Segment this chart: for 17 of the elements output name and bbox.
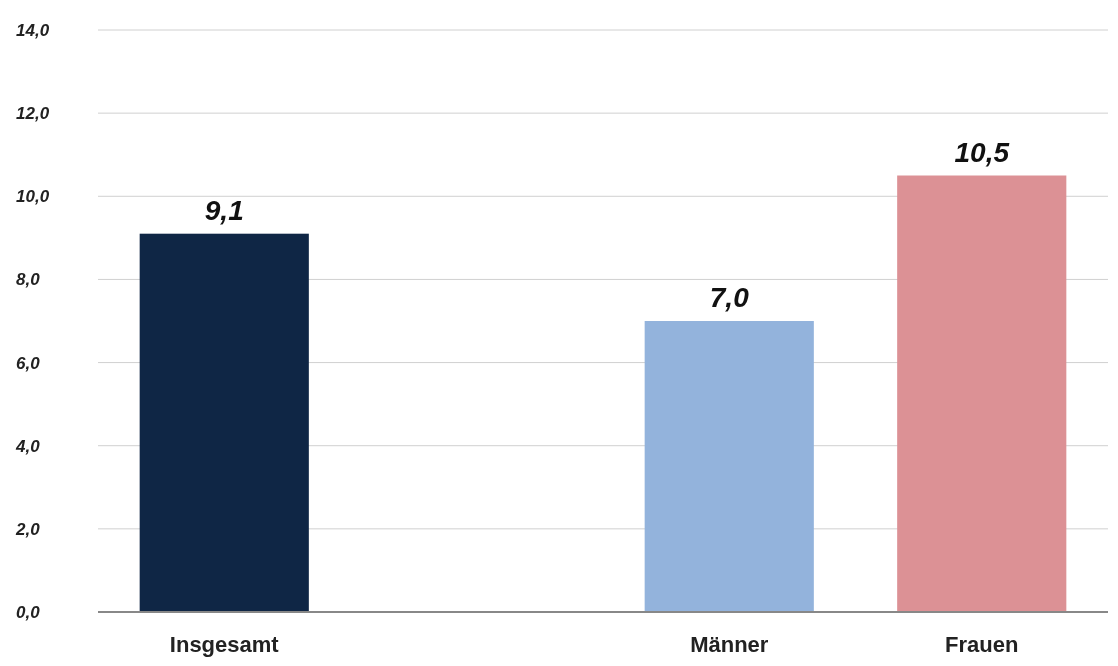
x-tick-label: Insgesamt [169,632,280,657]
y-tick-label: 8,0 [16,270,41,290]
y-tick-label: 4,0 [15,436,41,456]
y-tick-label: 2,0 [15,519,41,539]
x-tick-label: Frauen [945,632,1019,657]
y-tick-label: 14,0 [16,20,50,40]
y-tick-label: 12,0 [16,104,50,124]
bar [139,233,309,612]
data-label: 10,5 [954,136,1010,168]
data-label: 7,0 [709,282,750,313]
y-tick-label: 6,0 [16,353,41,373]
y-tick-label: 10,0 [16,187,50,207]
y-tick-label: 0,0 [16,602,41,622]
data-label: 9,1 [204,194,244,226]
x-tick-label: Männer [690,632,769,657]
bar [897,175,1067,612]
bar [644,321,814,612]
